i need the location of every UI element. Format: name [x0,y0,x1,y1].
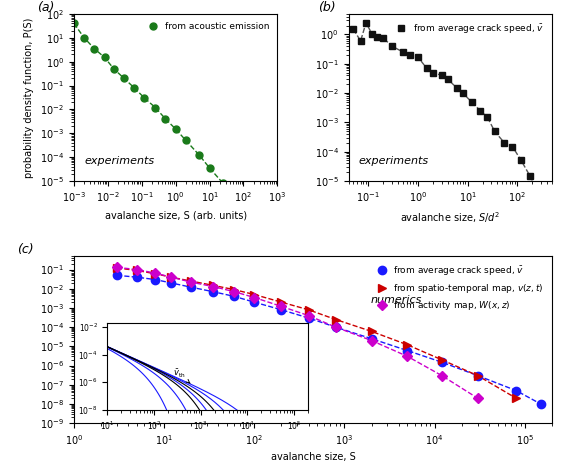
from spatio-temporal map, $v(z, t)$ [168,274,175,280]
from spatio-temporal map, $v(z, t)$ [114,265,121,271]
from activity map, $W(x, z)$ [231,289,238,294]
from average crack speed, $\bar{v}$ [114,272,121,278]
Y-axis label: probability density function, P(S): probability density function, P(S) [24,17,35,178]
Text: (c): (c) [17,243,33,256]
from activity map, $W(x, z)$ [404,353,411,359]
from activity map, $W(x, z)$ [332,325,339,330]
from spatio-temporal map, $v(z, t)$ [474,373,481,379]
X-axis label: avalanche size, $S/d^2$: avalanche size, $S/d^2$ [400,210,500,225]
from average crack speed, $\bar{v}$ [251,299,258,305]
from spatio-temporal map, $v(z, t)$ [368,329,375,334]
from average crack speed, $\bar{v}$ [168,280,175,286]
from spatio-temporal map, $v(z, t)$ [251,292,258,297]
Text: experiments: experiments [84,156,154,166]
Legend: from average crack speed, $\bar{v}$: from average crack speed, $\bar{v}$ [393,19,547,39]
from average crack speed, $\bar{v}$ [537,401,544,407]
from activity map, $W(x, z)$ [134,267,141,272]
from average crack speed, $\bar{v}$ [474,373,481,379]
from spatio-temporal map, $v(z, t)$ [188,279,195,284]
from average crack speed, $\bar{v}$ [438,359,445,365]
from activity map, $W(x, z)$ [114,265,121,270]
from spatio-temporal map, $v(z, t)$ [152,271,159,277]
from activity map, $W(x, z)$ [210,284,217,289]
Text: numerics: numerics [370,295,422,305]
from activity map, $W(x, z)$ [278,304,285,309]
from spatio-temporal map, $v(z, t)$ [438,357,445,363]
from spatio-temporal map, $v(z, t)$ [210,283,217,288]
from activity map, $W(x, z)$ [251,295,258,300]
from spatio-temporal map, $v(z, t)$ [134,268,141,273]
Legend: from acoustic emission: from acoustic emission [145,19,273,35]
Legend: from average crack speed, $\bar{v}$, from spatio-temporal map, $v(z, t)$, from a: from average crack speed, $\bar{v}$, fro… [373,261,547,316]
Text: (b): (b) [318,0,336,13]
X-axis label: avalanche size, S: avalanche size, S [271,452,355,462]
from spatio-temporal map, $v(z, t)$ [305,307,312,312]
from activity map, $W(x, z)$ [168,274,175,280]
from average crack speed, $\bar{v}$ [404,348,411,353]
from average crack speed, $\bar{v}$ [134,274,141,280]
from spatio-temporal map, $v(z, t)$ [513,395,519,401]
from spatio-temporal map, $v(z, t)$ [332,317,339,322]
from activity map, $W(x, z)$ [474,395,481,401]
Line: from average crack speed, $\bar{v}$: from average crack speed, $\bar{v}$ [113,271,545,408]
X-axis label: avalanche size, S (arb. units): avalanche size, S (arb. units) [105,210,247,220]
from average crack speed, $\bar{v}$ [231,293,238,299]
Text: (a): (a) [38,0,55,13]
from activity map, $W(x, z)$ [305,313,312,319]
from average crack speed, $\bar{v}$ [368,336,375,341]
from activity map, $W(x, z)$ [188,279,195,285]
Line: from spatio-temporal map, $v(z, t)$: from spatio-temporal map, $v(z, t)$ [113,264,520,402]
Line: from activity map, $W(x, z)$: from activity map, $W(x, z)$ [114,264,481,402]
from average crack speed, $\bar{v}$ [210,289,217,294]
from average crack speed, $\bar{v}$ [513,388,519,393]
from average crack speed, $\bar{v}$ [188,285,195,290]
Text: experiments: experiments [358,156,429,166]
from average crack speed, $\bar{v}$ [332,325,339,330]
from activity map, $W(x, z)$ [368,338,375,343]
from average crack speed, $\bar{v}$ [278,307,285,312]
from average crack speed, $\bar{v}$ [305,315,312,321]
from spatio-temporal map, $v(z, t)$ [231,287,238,292]
from activity map, $W(x, z)$ [152,270,159,276]
from spatio-temporal map, $v(z, t)$ [404,342,411,348]
from spatio-temporal map, $v(z, t)$ [278,299,285,305]
from activity map, $W(x, z)$ [438,373,445,379]
from average crack speed, $\bar{v}$ [152,277,159,282]
